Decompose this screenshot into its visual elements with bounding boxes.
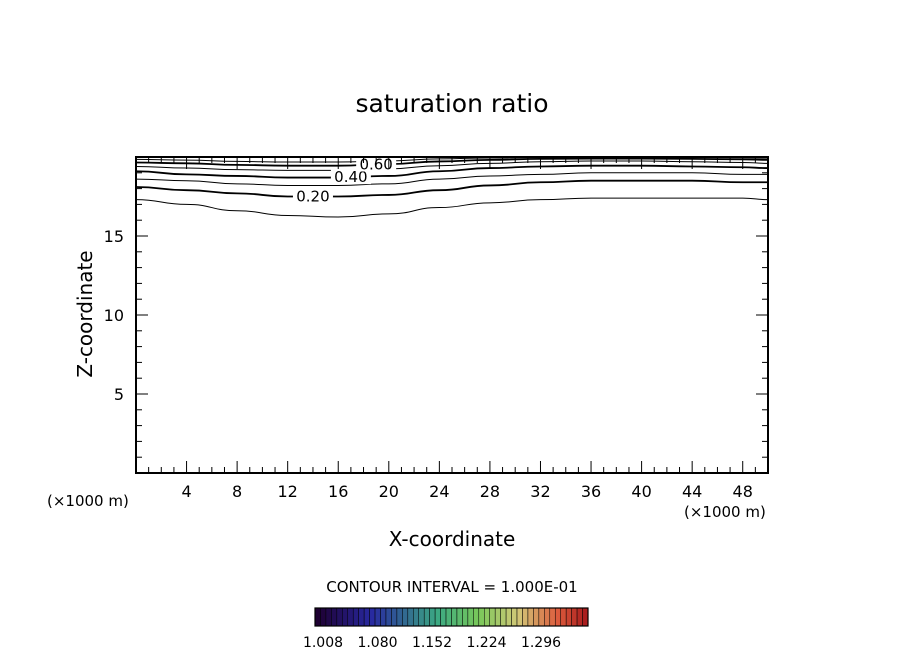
x-tick-label: 40 xyxy=(631,482,651,501)
x-tick-labels: 4 8 12 16 20 24 28 32 36 40 44 48 xyxy=(181,482,752,501)
colorbar-swatch xyxy=(374,607,381,627)
colorbar-swatch xyxy=(549,607,556,627)
colorbar-label: 1.080 xyxy=(357,635,397,651)
colorbar-swatch xyxy=(325,607,332,627)
contour-line xyxy=(135,197,769,218)
contour-label-bg xyxy=(330,168,371,185)
contour-label: 0.60 xyxy=(359,156,392,174)
x-tick-label: 32 xyxy=(530,482,550,501)
colorbar-swatch xyxy=(385,607,392,627)
colorbar-frame xyxy=(314,607,589,627)
contour-label-bg xyxy=(356,155,397,172)
x-tick-label: 20 xyxy=(379,482,399,501)
colorbar-swatch xyxy=(440,607,447,627)
colorbar-swatch xyxy=(331,607,338,627)
colorbar-swatch xyxy=(320,607,327,627)
y-tick-label: 10 xyxy=(104,306,124,325)
contour-line xyxy=(135,160,769,171)
y-tick-label: 15 xyxy=(104,227,124,246)
colorbar-swatch xyxy=(418,607,425,627)
colorbar-swatch xyxy=(538,607,545,627)
colorbar-labels: 1.008 1.080 1.152 1.224 1.296 xyxy=(303,635,561,651)
colorbar-swatch xyxy=(533,607,540,627)
colorbar-swatch xyxy=(522,607,529,627)
colorbar-swatch xyxy=(434,607,441,627)
colorbar-swatch xyxy=(314,607,321,627)
x-tick-label: 12 xyxy=(278,482,298,501)
colorbar-label: 1.008 xyxy=(303,635,343,651)
contour-line xyxy=(135,172,768,186)
colorbar-swatch xyxy=(407,607,414,627)
colorbar-swatch xyxy=(402,607,409,627)
colorbar-swatch xyxy=(358,607,365,627)
x-tick-label: 24 xyxy=(429,482,449,501)
axis-ticks xyxy=(136,157,768,473)
y-axis-label: Z-coordinate xyxy=(73,250,97,377)
colorbar-swatch xyxy=(489,607,496,627)
colorbar-swatch xyxy=(391,607,398,627)
y-tick-labels: 5 10 15 xyxy=(104,227,124,404)
x-tick-label: 8 xyxy=(232,482,242,501)
colorbar-swatch xyxy=(396,607,403,627)
contour-label-bg xyxy=(292,187,333,204)
colorbar-label: 1.224 xyxy=(466,635,506,651)
x-unit-left: (×1000 m) xyxy=(47,492,129,510)
colorbar-swatch xyxy=(380,607,387,627)
contour-line xyxy=(135,179,768,198)
colorbar-swatch xyxy=(544,607,551,627)
x-tick-label: 16 xyxy=(328,482,348,501)
contour-labels: 0.20 0.400.60 xyxy=(292,155,397,206)
colorbar-swatch xyxy=(445,607,452,627)
colorbar-label: 1.152 xyxy=(412,635,452,651)
x-unit-right: (×1000 m) xyxy=(684,503,766,521)
colorbar-swatch xyxy=(576,607,583,627)
colorbar-swatch xyxy=(462,607,469,627)
colorbar-label: 1.296 xyxy=(521,635,561,651)
colorbar-swatch xyxy=(494,607,501,627)
colorbar-swatch xyxy=(363,607,370,627)
contour-label: 0.40 xyxy=(334,168,367,186)
colorbar-swatch xyxy=(369,607,376,627)
colorbar-swatch xyxy=(451,607,458,627)
colorbar-swatch xyxy=(413,607,419,627)
colorbar-swatch xyxy=(565,607,572,627)
contour-interval-label: CONTOUR INTERVAL = 1.000E-01 xyxy=(326,578,577,596)
colorbar-swatch xyxy=(429,607,436,627)
x-tick-label: 4 xyxy=(181,482,191,501)
contour-label: 0.20 xyxy=(296,188,329,206)
colorbar xyxy=(314,607,589,627)
colorbar-swatch xyxy=(527,607,534,627)
colorbar-swatch xyxy=(516,607,523,627)
colorbar-swatch xyxy=(554,607,561,627)
x-tick-label: 44 xyxy=(682,482,702,501)
colorbar-swatch xyxy=(423,607,430,627)
plot-frame xyxy=(135,156,769,474)
colorbar-swatch xyxy=(456,607,463,627)
x-tick-label: 28 xyxy=(480,482,500,501)
colorbar-swatch xyxy=(478,607,485,627)
colorbar-swatch xyxy=(467,607,474,627)
contour-line xyxy=(135,164,769,179)
colorbar-swatch xyxy=(500,607,507,627)
x-tick-label: 48 xyxy=(733,482,753,501)
colorbar-swatch xyxy=(560,607,567,627)
x-axis-label: X-coordinate xyxy=(389,527,516,551)
colorbar-swatch xyxy=(336,607,343,627)
y-tick-label: 5 xyxy=(114,385,124,404)
contour-lines xyxy=(135,156,769,218)
colorbar-swatch xyxy=(473,607,480,627)
colorbar-swatch xyxy=(582,607,589,627)
colorbar-swatch xyxy=(571,607,578,627)
colorbar-swatch xyxy=(347,607,354,627)
colorbar-swatch xyxy=(505,607,512,627)
colorbar-swatch xyxy=(511,607,518,627)
x-tick-label: 36 xyxy=(581,482,601,501)
colorbar-swatch xyxy=(352,607,359,627)
colorbar-swatch xyxy=(342,607,349,627)
colorbar-swatch xyxy=(484,607,490,627)
chart-title: saturation ratio xyxy=(355,89,548,118)
